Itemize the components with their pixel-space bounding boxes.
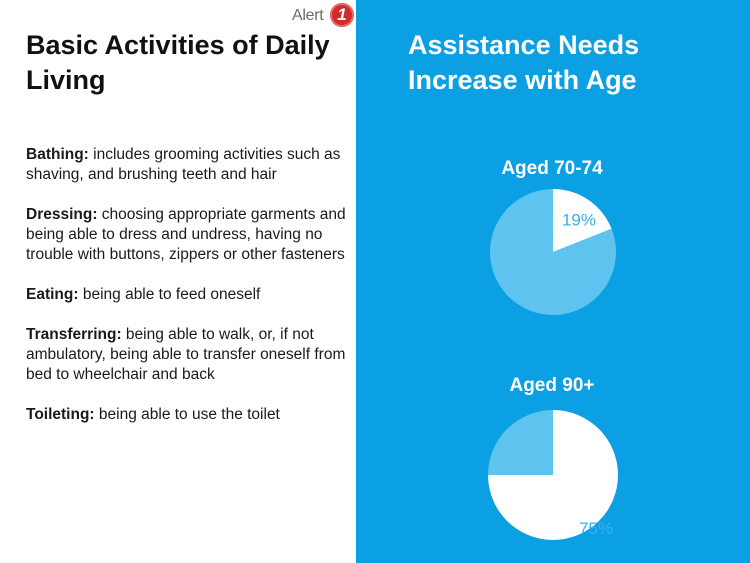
brand-logo: Alert 1 [292, 3, 356, 29]
definition-eating: Eating: being able to feed oneself [26, 285, 351, 305]
left-panel: Basic Activities of Daily Living Bathing… [0, 0, 356, 563]
term-toileting: Toileting: [26, 406, 95, 423]
pie-chart-aged-70-74: 19% [490, 189, 616, 315]
logo-badge-icon: 1 [330, 3, 354, 27]
pie-slice-label-0: 75% [579, 519, 613, 538]
pie-title-aged-90-plus: Aged 90+ [509, 375, 595, 396]
term-eating: Eating: [26, 286, 79, 303]
slide-title-left: Basic Activities of Daily Living [26, 30, 330, 95]
term-bathing: Bathing: [26, 146, 89, 163]
pie-slice-0 [553, 189, 612, 252]
activity-definitions: Bathing: includes grooming activities su… [26, 145, 351, 445]
definition-dressing: Dressing: choosing appropriate garments … [26, 205, 351, 265]
text-dressing: choosing appropriate garments and being … [26, 206, 346, 263]
logo-text: Alert [292, 7, 324, 24]
pie-slice-1 [488, 410, 553, 475]
pie-chart-aged-90-plus: 75% [488, 410, 618, 540]
term-dressing: Dressing: [26, 206, 98, 223]
text-transferring: being able to walk, or, if not ambulator… [26, 326, 346, 383]
definition-transferring: Transferring: being able to walk, or, if… [26, 325, 351, 385]
definition-toileting: Toileting: being able to use the toilet [26, 405, 351, 425]
term-transferring: Transferring: [26, 326, 122, 343]
pie-slice-label-0: 19% [562, 211, 596, 230]
text-eating: being able to feed oneself [78, 286, 261, 303]
text-bathing: includes grooming activities such as sha… [26, 146, 341, 183]
slide-title-right: Assistance Needs Increase with Age [408, 30, 640, 95]
text-toileting: being able to use the toilet [94, 406, 280, 423]
definition-bathing: Bathing: includes grooming activities su… [26, 145, 351, 185]
pie-slice-1 [490, 189, 616, 315]
pie-title-aged-70-74: Aged 70-74 [501, 158, 603, 179]
